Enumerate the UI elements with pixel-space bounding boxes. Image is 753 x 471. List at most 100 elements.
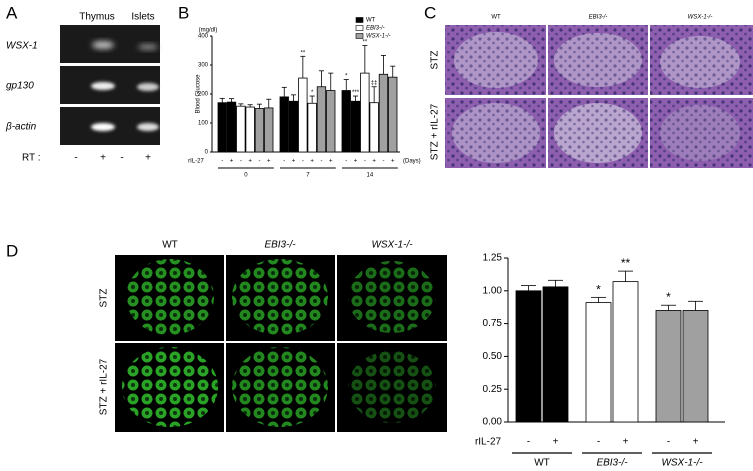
rt-label: RT : bbox=[22, 153, 41, 164]
column-label: WSX-1-/- bbox=[688, 15, 713, 21]
y-tick-label: 100 bbox=[198, 121, 209, 127]
treatment-label: + bbox=[310, 159, 314, 165]
treatment-label: + bbox=[354, 159, 358, 165]
y-tick-label: 0.50 bbox=[483, 351, 503, 362]
bar bbox=[288, 100, 299, 153]
gene-label: gp130 bbox=[6, 81, 34, 92]
group-label: WSX-1-/- bbox=[661, 458, 703, 469]
bar bbox=[316, 86, 327, 153]
gel-image bbox=[60, 25, 160, 145]
treatment-label: - bbox=[320, 159, 322, 165]
treatment-label: + bbox=[693, 437, 699, 448]
x-axis-unit: (Days) bbox=[403, 159, 421, 165]
bar bbox=[378, 73, 389, 153]
lane-label: Thymus bbox=[79, 12, 115, 23]
bar bbox=[682, 310, 709, 423]
treatment-label: + bbox=[372, 159, 376, 165]
y-tick-label: 400 bbox=[198, 34, 209, 40]
bar bbox=[245, 106, 255, 153]
treatment-label: - bbox=[382, 159, 384, 165]
significance: *** bbox=[352, 90, 360, 96]
bar bbox=[655, 310, 682, 423]
gene-label: β-actin bbox=[5, 122, 37, 133]
bar bbox=[298, 77, 308, 153]
y-axis-label: Blood Glucose bbox=[196, 74, 202, 114]
treatment-label: + bbox=[329, 159, 333, 165]
legend-label: WT bbox=[366, 18, 376, 24]
row-label: STZ bbox=[430, 51, 441, 70]
rt-sign: - bbox=[74, 153, 77, 164]
column-label: EBI3-/- bbox=[589, 15, 608, 21]
gene-label: WSX-1 bbox=[6, 41, 38, 52]
day-label: 0 bbox=[244, 173, 248, 179]
significance: * bbox=[345, 73, 348, 79]
bar bbox=[279, 96, 289, 153]
legend-swatch bbox=[355, 25, 364, 31]
row-label: STZ + rIL-27 bbox=[430, 103, 441, 160]
lane-label: Islets bbox=[131, 12, 154, 23]
treatment-label: + bbox=[248, 159, 252, 165]
panel-label: D bbox=[6, 241, 18, 260]
treatment-label: - bbox=[667, 437, 670, 448]
rt-sign: - bbox=[120, 153, 123, 164]
row-label: STZ bbox=[99, 289, 110, 308]
treatment-label: + bbox=[230, 159, 234, 165]
y-tick-label: 0.00 bbox=[483, 417, 503, 428]
bar bbox=[217, 102, 227, 153]
treatment-label: - bbox=[258, 159, 260, 165]
legend-swatch bbox=[355, 17, 364, 23]
panel-label: C bbox=[424, 3, 436, 22]
y-tick-label: 200 bbox=[198, 92, 209, 98]
row-label: STZ + rIL-27 bbox=[99, 358, 110, 415]
y-tick-label: 1.25 bbox=[483, 253, 503, 264]
rt-sign: + bbox=[145, 153, 151, 164]
bar bbox=[326, 90, 336, 153]
treatment-label: + bbox=[391, 159, 395, 165]
legend-label: EBI3-/- bbox=[366, 26, 385, 32]
bar bbox=[612, 281, 639, 423]
x-axis-label: rIL-27 bbox=[475, 437, 502, 448]
day-label: 7 bbox=[306, 173, 310, 179]
bar bbox=[264, 107, 274, 153]
bar bbox=[307, 102, 317, 153]
histology-images bbox=[445, 25, 753, 168]
significance: ** bbox=[301, 50, 306, 56]
significance: * bbox=[666, 290, 671, 304]
treatment-label: + bbox=[292, 159, 296, 165]
treatment-label: - bbox=[302, 159, 304, 165]
column-label: WSX-1-/- bbox=[371, 240, 413, 251]
bar bbox=[360, 72, 370, 153]
bar bbox=[369, 102, 379, 153]
bar bbox=[585, 302, 612, 423]
treatment-label: + bbox=[623, 437, 629, 448]
group-label: WT bbox=[534, 458, 550, 469]
treatment-label: - bbox=[240, 159, 242, 165]
column-label: WT bbox=[162, 240, 178, 251]
panel-label: A bbox=[6, 3, 18, 22]
treatment-label: - bbox=[221, 159, 223, 165]
group-label: EBI3-/- bbox=[596, 458, 628, 469]
y-tick-label: 1.00 bbox=[483, 285, 503, 296]
rt-sign: + bbox=[100, 153, 106, 164]
y-tick-label: 0.25 bbox=[483, 384, 503, 395]
significance: * bbox=[311, 90, 314, 96]
treatment-label: - bbox=[597, 437, 600, 448]
y-tick-label: 0.75 bbox=[483, 318, 503, 329]
bar bbox=[350, 100, 361, 153]
y-tick-label: 300 bbox=[198, 63, 209, 69]
significance: ** bbox=[621, 256, 631, 270]
legend-swatch bbox=[355, 33, 364, 39]
day-label: 14 bbox=[367, 173, 374, 179]
bar bbox=[236, 105, 246, 153]
treatment-label: + bbox=[267, 159, 271, 165]
confocal-images bbox=[115, 255, 447, 432]
significance: * bbox=[596, 282, 601, 296]
panel-label: B bbox=[178, 3, 189, 22]
bar bbox=[388, 76, 398, 153]
treatment-label: + bbox=[553, 437, 559, 448]
significance: ‡‡ bbox=[371, 81, 378, 87]
treatment-label: - bbox=[364, 159, 366, 165]
y-tick-label: 0 bbox=[205, 150, 209, 156]
column-label: EBI3-/- bbox=[264, 240, 296, 251]
